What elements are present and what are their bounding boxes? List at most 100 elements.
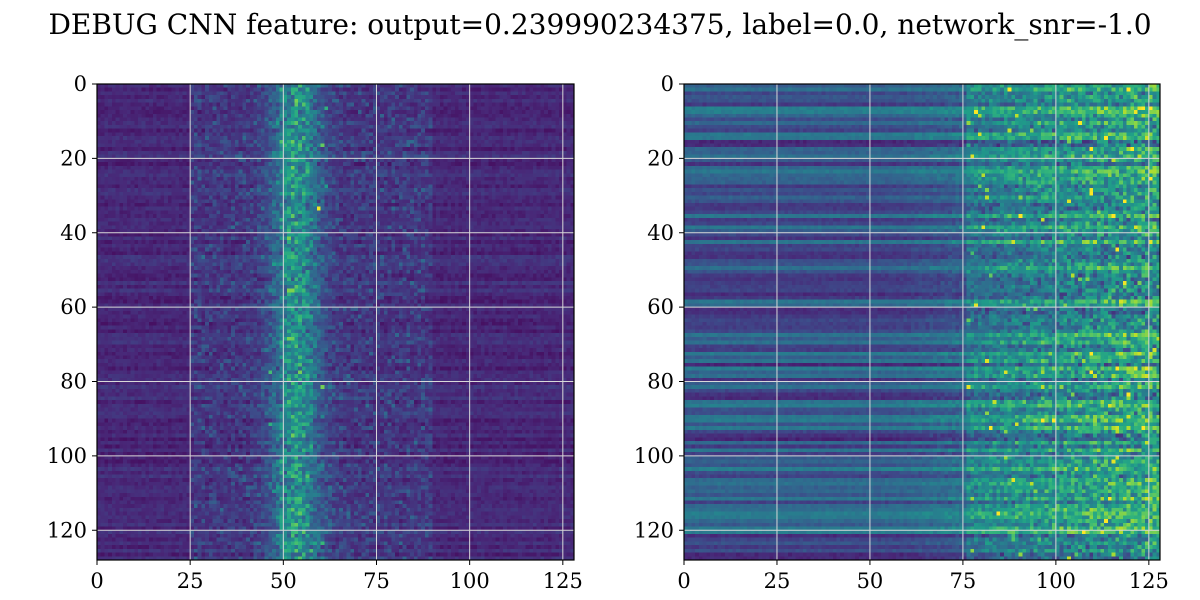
heatmap-cell <box>302 162 306 166</box>
heatmap-cell <box>458 184 462 188</box>
heatmap-cell <box>369 207 373 211</box>
heatmap-cell <box>473 192 477 196</box>
heatmap-cell <box>544 218 548 222</box>
heatmap-cell <box>358 140 362 144</box>
heatmap-cell <box>283 181 287 185</box>
heatmap-cell <box>548 125 552 129</box>
heatmap-cell <box>473 84 477 88</box>
heatmap-cell <box>537 99 541 103</box>
heatmap-cell <box>291 84 295 88</box>
heatmap-cell <box>295 177 299 181</box>
heatmap-cell <box>116 173 120 177</box>
heatmap-cell <box>328 132 332 136</box>
heatmap-cell <box>324 166 328 170</box>
heatmap-cell <box>380 95 384 99</box>
heatmap-cell <box>421 99 425 103</box>
heatmap-cell <box>429 225 433 229</box>
heatmap-cell <box>276 114 280 118</box>
heatmap-cell <box>529 170 533 174</box>
heatmap-cell <box>172 158 176 162</box>
heatmap-cell <box>511 162 515 166</box>
heatmap-cell <box>395 207 399 211</box>
heatmap-cell <box>406 125 410 129</box>
heatmap-cell <box>499 173 503 177</box>
heatmap-cell <box>343 106 347 110</box>
heatmap-cell <box>272 121 276 125</box>
heatmap-cell <box>209 170 213 174</box>
heatmap-cell <box>365 132 369 136</box>
heatmap-cell <box>384 210 388 214</box>
heatmap-cell <box>447 121 451 125</box>
heatmap-cell <box>350 170 354 174</box>
heatmap-cell <box>350 188 354 192</box>
heatmap-cell <box>432 106 436 110</box>
heatmap-cell <box>391 162 395 166</box>
heatmap-cell <box>417 103 421 107</box>
heatmap-cell <box>235 129 239 133</box>
heatmap-cell <box>246 121 250 125</box>
heatmap-cell <box>276 192 280 196</box>
heatmap-cell <box>339 188 343 192</box>
heatmap-cell <box>220 95 224 99</box>
heatmap-cell <box>268 199 272 203</box>
heatmap-cell <box>324 117 328 121</box>
heatmap-cell <box>529 184 533 188</box>
heatmap-cell <box>246 88 250 92</box>
heatmap-cell <box>432 207 436 211</box>
heatmap-cell <box>261 225 265 229</box>
heatmap-cell <box>231 199 235 203</box>
heatmap-cell <box>112 214 116 218</box>
heatmap-cell <box>220 106 224 110</box>
heatmap-cell <box>485 210 489 214</box>
heatmap-cell <box>403 225 407 229</box>
heatmap-cell <box>324 192 328 196</box>
heatmap-cell <box>175 199 179 203</box>
heatmap-cell <box>175 129 179 133</box>
heatmap-cell <box>503 117 507 121</box>
heatmap-cell <box>242 91 246 95</box>
heatmap-cell <box>544 132 548 136</box>
heatmap-cell <box>138 121 142 125</box>
heatmap-cell <box>179 218 183 222</box>
heatmap-cell <box>134 114 138 118</box>
heatmap-cell <box>470 166 474 170</box>
heatmap-cell <box>101 203 105 207</box>
heatmap-cell <box>283 158 287 162</box>
heatmap-cell <box>548 203 552 207</box>
heatmap-cell <box>477 218 481 222</box>
heatmap-cell <box>470 188 474 192</box>
heatmap-cell <box>529 91 533 95</box>
heatmap-cell <box>209 207 213 211</box>
heatmap-cell <box>537 129 541 133</box>
heatmap-cell <box>518 210 522 214</box>
heatmap-cell <box>336 147 340 151</box>
heatmap-cell <box>451 196 455 200</box>
heatmap-cell <box>164 214 168 218</box>
heatmap-cell <box>414 173 418 177</box>
heatmap-cell <box>112 203 116 207</box>
heatmap-cell <box>555 188 559 192</box>
heatmap-cell <box>257 181 261 185</box>
heatmap-cell <box>205 88 209 92</box>
heatmap-cell <box>350 99 354 103</box>
heatmap-cell <box>201 144 205 148</box>
heatmap-cell <box>399 166 403 170</box>
heatmap-cell <box>537 114 541 118</box>
heatmap-cell <box>444 147 448 151</box>
heatmap-cell <box>328 218 332 222</box>
heatmap-cell <box>555 147 559 151</box>
heatmap-cell <box>123 170 127 174</box>
heatmap-cell <box>321 136 325 140</box>
heatmap-cell <box>499 147 503 151</box>
heatmap-cell <box>179 129 183 133</box>
heatmap-cell <box>447 192 451 196</box>
heatmap-cell <box>220 151 224 155</box>
heatmap-cell <box>317 218 321 222</box>
heatmap-cell <box>298 181 302 185</box>
heatmap-cell <box>473 110 477 114</box>
heatmap-cell <box>201 225 205 229</box>
heatmap-cell <box>391 196 395 200</box>
heatmap-cell <box>119 214 123 218</box>
heatmap-cell <box>477 125 481 129</box>
heatmap-cell <box>462 210 466 214</box>
